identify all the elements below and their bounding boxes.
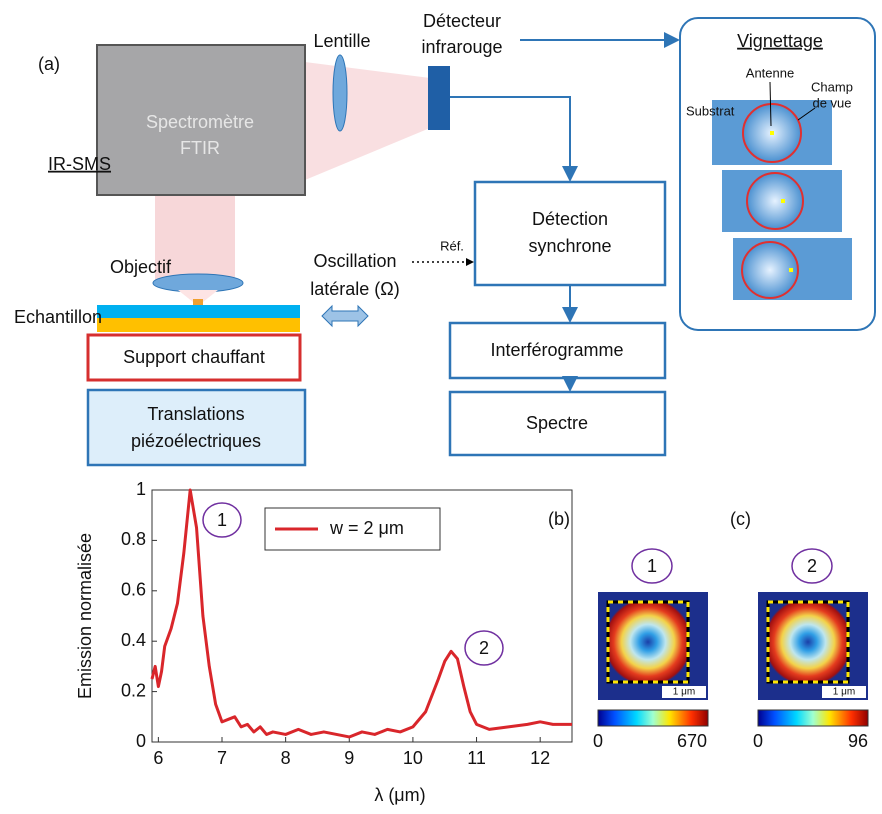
legend-label: w = 2 μm xyxy=(329,518,404,538)
substrate-layer xyxy=(97,305,300,318)
y-tick-label: 0.2 xyxy=(121,680,146,700)
field-label: de vue xyxy=(812,95,851,110)
interferogram-label: Interférogramme xyxy=(490,340,623,360)
x-tick-label: 10 xyxy=(403,748,423,768)
vignetting-title: Vignettage xyxy=(737,31,823,51)
gold-layer xyxy=(97,318,300,332)
detector-label: infrarouge xyxy=(421,37,502,57)
x-tick-label: 12 xyxy=(530,748,550,768)
detector xyxy=(428,66,450,130)
antenna xyxy=(781,199,785,203)
oscillation-arrow xyxy=(322,306,368,326)
colorbar xyxy=(758,710,868,726)
y-tick-label: 0.8 xyxy=(121,529,146,549)
antenna xyxy=(770,131,774,135)
panel-b: (b) λ (μm) Emission normalisée 1 2 6 7 8 9 1… xyxy=(75,479,572,805)
beam xyxy=(305,62,430,180)
field-map xyxy=(768,602,848,682)
lockin-label: Détection xyxy=(532,209,608,229)
objective-label: Objectif xyxy=(110,257,172,277)
scale-label: 1 μm xyxy=(673,687,695,698)
peak-label: 2 xyxy=(479,638,489,658)
arrow xyxy=(450,97,570,180)
y-tick-label: 0.6 xyxy=(121,580,146,600)
setup-label: IR-SMS xyxy=(48,154,111,174)
antenna xyxy=(789,268,793,272)
lens xyxy=(333,55,347,131)
panel-label: (b) xyxy=(548,509,570,529)
colorbar-label: 0 xyxy=(753,731,763,751)
oscillation-label: Oscillation xyxy=(313,251,396,271)
lockin-box xyxy=(475,182,665,285)
arrowhead xyxy=(466,258,474,266)
substrate-label: Substrat xyxy=(686,103,735,118)
antenna xyxy=(193,299,203,305)
field-map xyxy=(608,602,688,682)
y-tick-label: 1 xyxy=(136,479,146,499)
scale-label: 1 μm xyxy=(833,687,855,698)
x-tick-label: 11 xyxy=(467,748,486,768)
y-axis-label: Emission normalisée xyxy=(75,533,95,699)
x-axis-label: λ (μm) xyxy=(374,785,425,805)
translations-label: piézoélectriques xyxy=(131,431,261,451)
x-tick-label: 8 xyxy=(281,748,291,768)
detector-label: Détecteur xyxy=(423,11,501,31)
oscillation-label: latérale (Ω) xyxy=(310,279,399,299)
panel-label: (a) xyxy=(38,54,60,74)
field-label: Champ xyxy=(811,79,853,94)
panel-label: (c) xyxy=(730,509,751,529)
colorbar xyxy=(598,710,708,726)
panel-c: (c) 1 2 1 μm 1 μm 0 670 0 96 xyxy=(593,509,868,751)
mode-label: 1 xyxy=(647,556,657,576)
field-of-view xyxy=(747,173,803,229)
translations-label: Translations xyxy=(147,404,244,424)
panel-a: (a) Spectromètre FTIR IR-SMS Lentille Dé… xyxy=(14,11,875,465)
reference-label: Réf. xyxy=(440,238,464,253)
colorbar-label: 96 xyxy=(848,731,868,751)
colorbar-label: 670 xyxy=(677,731,707,751)
mode-label: 2 xyxy=(807,556,817,576)
peak-label: 1 xyxy=(217,510,227,530)
heater-label: Support chauffant xyxy=(123,347,265,367)
spectrum-label: Spectre xyxy=(526,413,588,433)
colorbar-label: 0 xyxy=(593,731,603,751)
x-tick-label: 9 xyxy=(344,748,354,768)
translations-box xyxy=(88,390,305,465)
x-tick-label: 6 xyxy=(153,748,163,768)
lockin-label: synchrone xyxy=(528,236,611,256)
spectrometer-label: FTIR xyxy=(180,138,220,158)
y-tick-label: 0 xyxy=(136,731,146,751)
x-tick-label: 7 xyxy=(217,748,227,768)
spectrometer-label: Spectromètre xyxy=(146,112,254,132)
sample-label: Echantillon xyxy=(14,307,102,327)
antenna-label: Antenne xyxy=(746,65,794,80)
lens-label: Lentille xyxy=(313,31,370,51)
y-tick-label: 0.4 xyxy=(121,630,146,650)
figure: (a) Spectromètre FTIR IR-SMS Lentille Dé… xyxy=(0,0,882,814)
